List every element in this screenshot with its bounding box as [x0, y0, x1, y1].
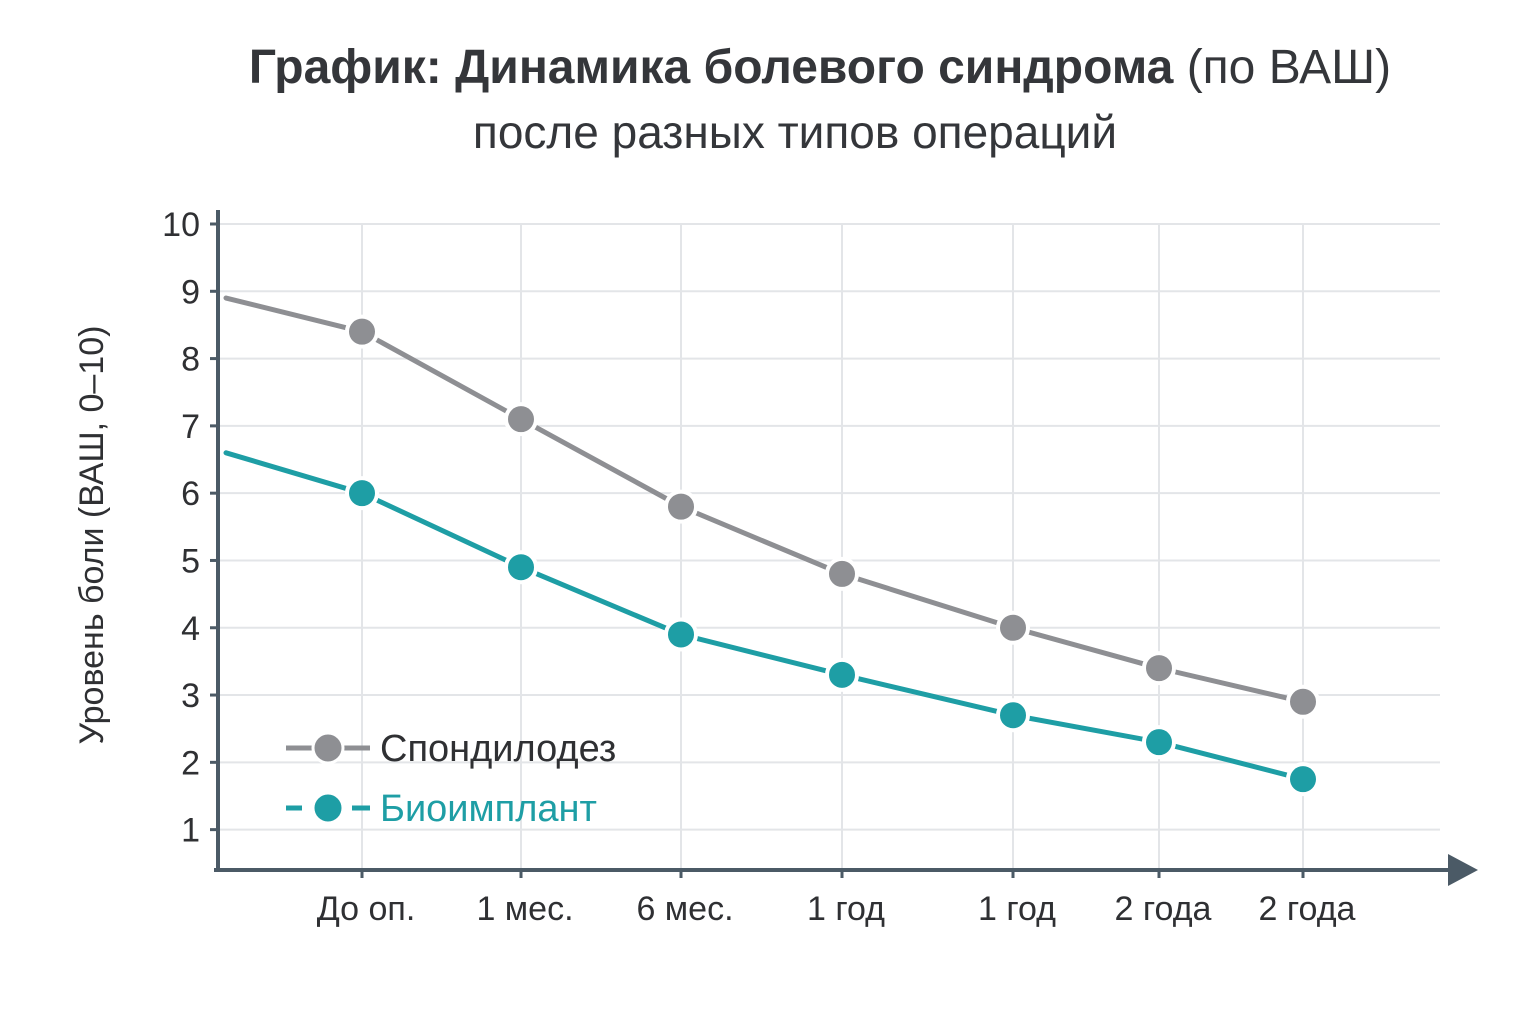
y-tick-label: 10 [162, 206, 200, 244]
grid [218, 223, 1440, 870]
x-tick-label: 2 года [1115, 890, 1212, 928]
series-line-1 [223, 295, 1306, 705]
x-tick-label: 1 мес. [476, 890, 573, 928]
legend-label: Спондилодез [380, 728, 616, 770]
legend-marker-icon [311, 791, 345, 825]
data-point [664, 489, 698, 524]
x-tick-label: До оп. [317, 890, 416, 928]
y-tick-label: 4 [181, 610, 200, 648]
series-group [223, 295, 1320, 797]
x-tick-label: 2 года [1259, 890, 1356, 928]
x-tick-label: 6 мес. [636, 890, 733, 928]
legend-marker-icon [311, 731, 345, 765]
data-point [825, 556, 859, 591]
data-point [825, 657, 859, 692]
x-ticks: До оп. 1 мес. 6 мес. 1 год 1 год 2 года 2 года [317, 890, 1356, 928]
y-tick-label: 3 [181, 677, 200, 715]
y-tick-label: 1 [181, 812, 200, 850]
x-tick-label: 1 год [807, 890, 885, 928]
chart-title: График: Динамика болевого синдрома (по В… [0, 38, 1536, 98]
data-point [1286, 762, 1320, 797]
y-ticks: 10 9 8 7 6 5 4 3 2 1 [162, 206, 200, 850]
y-axis-label: Уровень боли (ВАШ, 0–10) [73, 326, 111, 745]
y-tick-label: 9 [181, 273, 200, 311]
data-point [1142, 651, 1176, 686]
chart-title-normal: (по ВАШ) [1173, 41, 1392, 94]
data-point [996, 698, 1030, 733]
y-tick-label: 8 [181, 341, 200, 379]
y-tick-label: 5 [181, 542, 200, 580]
chart-title-bold: График: Динамика болевого синдрома [248, 41, 1174, 94]
data-point [1286, 684, 1320, 719]
chart-subtitle: после разных типов операций [472, 106, 1118, 158]
data-point [996, 610, 1030, 645]
data-point [664, 617, 698, 652]
axes [210, 210, 1478, 886]
x-axis-arrow-icon [1448, 854, 1478, 886]
data-point [1142, 725, 1176, 760]
data-point [504, 402, 538, 437]
legend-label: Биоимплант [380, 788, 597, 830]
y-tick-label: 7 [181, 408, 200, 446]
data-point [345, 476, 379, 511]
data-point [504, 550, 538, 585]
y-tick-label: 6 [181, 475, 200, 513]
y-tick-label: 2 [181, 744, 200, 782]
legend: Спондилодез Биоимплант [286, 728, 616, 830]
data-point [345, 314, 379, 349]
x-tick-label: 1 год [978, 890, 1056, 928]
series-line-2 [223, 450, 1306, 782]
